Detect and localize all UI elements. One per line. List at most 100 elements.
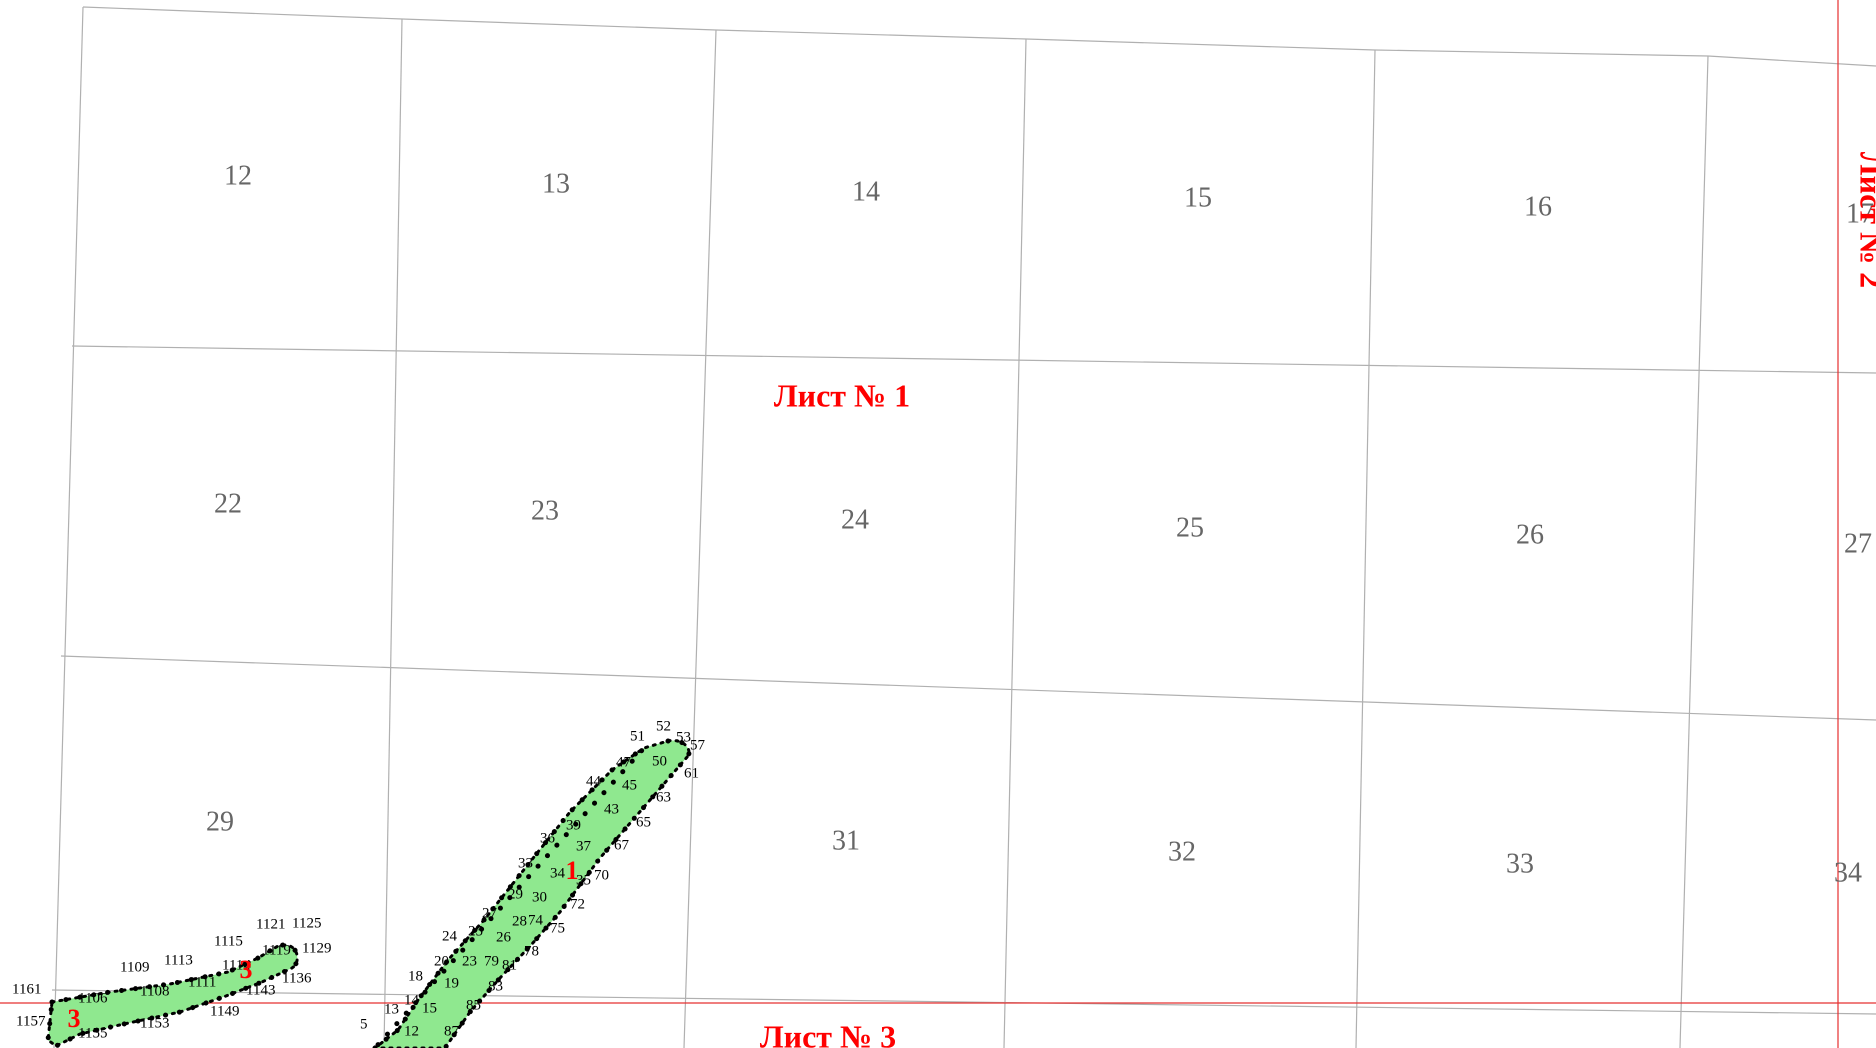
boundary-point-label: 85 xyxy=(466,997,481,1013)
boundary-point-label: 87 xyxy=(444,1023,460,1039)
boundary-point-label: 26 xyxy=(496,929,512,945)
boundary-point-label: 1108 xyxy=(140,983,169,999)
boundary-point-label: 1114 xyxy=(222,957,251,973)
boundary-point-label: 15 xyxy=(422,1000,437,1016)
boundary-point-label: 1119 xyxy=(262,942,291,958)
boundary-point-label: 50 xyxy=(652,753,667,769)
grid-cell-label: 32 xyxy=(1168,836,1196,867)
sheet-label-3: Лист № 3 xyxy=(760,1018,896,1048)
boundary-point-label: 79 xyxy=(484,953,499,969)
grid-line xyxy=(53,6,84,1048)
boundary-point-label: 65 xyxy=(636,814,651,830)
grid-cell-label: 12 xyxy=(224,160,252,191)
boundary-point-label: 1136 xyxy=(282,970,312,986)
boundary-point-label: 53 xyxy=(676,729,691,745)
boundary-point-label: 27 xyxy=(482,905,498,921)
boundary-point-label: 1115 xyxy=(214,933,243,949)
grid-cell-label: 31 xyxy=(832,825,860,856)
boundary-point-label: 14 xyxy=(404,992,420,1008)
grid-cell-label: 29 xyxy=(206,806,234,837)
parcel-1-vertices xyxy=(373,738,692,1048)
boundary-point-label: 23 xyxy=(462,953,477,969)
boundary-point-label: 1109 xyxy=(120,959,149,975)
boundary-point-label: 67 xyxy=(614,837,630,853)
grid-line xyxy=(1355,49,1376,1048)
parcel-label: 3 xyxy=(68,1004,81,1033)
boundary-point-label: 1157 xyxy=(16,1013,46,1029)
boundary-point-label: 29 xyxy=(508,886,523,902)
boundary-point-label: 20 xyxy=(434,953,449,969)
boundary-point-label: 63 xyxy=(656,789,671,805)
boundary-point-label: 1153 xyxy=(140,1015,169,1031)
boundary-point-label: 1149 xyxy=(210,1003,239,1019)
grid-line xyxy=(1707,55,1876,67)
grid-cell-label: 16 xyxy=(1524,191,1552,222)
grid-line xyxy=(1679,55,1709,1048)
boundary-point-label: 35 xyxy=(576,872,591,888)
grid-cell-label: 24 xyxy=(841,504,869,535)
grid-cell-label: 26 xyxy=(1516,519,1544,550)
grid-cell-label: 34 xyxy=(1834,857,1862,888)
boundary-point-label: 1106 xyxy=(78,990,108,1006)
boundary-point-label: 75 xyxy=(550,920,565,936)
parcel-label: 1 xyxy=(566,856,579,885)
boundary-point-label: 72 xyxy=(570,896,585,912)
grid-line xyxy=(715,29,1027,40)
grid-cell-label: 33 xyxy=(1506,848,1534,879)
parcel-3[interactable] xyxy=(46,943,299,1048)
grid-cell-label: 13 xyxy=(542,168,570,199)
grid-cell-label: 17 xyxy=(1846,198,1874,229)
boundary-point-label: 1129 xyxy=(302,940,331,956)
grid-line xyxy=(401,18,717,31)
boundary-point-label: 19 xyxy=(444,975,459,991)
boundary-point-label: 34 xyxy=(550,865,566,881)
parcel-labels: 133 xyxy=(68,856,579,1033)
grid-cell-label: 23 xyxy=(531,495,559,526)
boundary-point-label: 13 xyxy=(384,1001,399,1017)
boundary-point-label: 33 xyxy=(518,855,533,871)
boundary-point-label: 51 xyxy=(630,728,645,744)
grid-line xyxy=(71,345,1876,374)
grid-cell-label: 14 xyxy=(852,176,880,207)
grid-cell-labels: 12 13 14 15 16 17 22 23 24 25 26 27 29 31 32 33 34 xyxy=(206,160,1874,888)
boundary-point-label: 5 xyxy=(360,1016,368,1032)
grid-line xyxy=(82,6,403,20)
boundary-point-label: 1143 xyxy=(246,982,275,998)
boundary-point-label: 78 xyxy=(524,943,539,959)
boundary-point-label: 43 xyxy=(604,801,619,817)
boundary-point-label: 18 xyxy=(408,968,423,984)
boundary-point-label: 36 xyxy=(540,830,556,846)
grid-cell-label: 25 xyxy=(1176,512,1204,543)
boundary-point-label: 57 xyxy=(690,737,706,753)
boundary-point-label: 25 xyxy=(468,923,483,939)
sheet-labels: Лист № 1 Лист № 2 Лист № 3 xyxy=(760,152,1876,1048)
grid-cell-label: 22 xyxy=(214,488,242,519)
boundary-point-label: 1113 xyxy=(164,952,193,968)
boundary-point-label: 45 xyxy=(622,777,637,793)
grid-line xyxy=(1374,49,1709,57)
sheet-label-1: Лист № 1 xyxy=(774,377,910,413)
boundary-point-label: 1111 xyxy=(188,974,216,990)
boundary-point-label: 1125 xyxy=(292,915,321,931)
parcel-label: 3 xyxy=(240,955,253,984)
boundary-point-label: 44 xyxy=(586,773,602,789)
grid-line xyxy=(1003,38,1027,1048)
boundary-point-label: 30 xyxy=(532,889,547,905)
boundary-point-label: 83 xyxy=(488,978,503,994)
boundary-point-label: 28 xyxy=(512,913,527,929)
cadastral-grid xyxy=(51,6,1876,1048)
boundary-point-label: 1121 xyxy=(256,916,285,932)
grid-line xyxy=(51,989,1876,1015)
boundary-point-label: 12 xyxy=(404,1023,419,1039)
boundary-point-label: 81 xyxy=(502,957,517,973)
boundary-point-label: 1161 xyxy=(12,981,41,997)
boundary-point-label: 37 xyxy=(576,838,592,854)
boundary-point-label: 52 xyxy=(656,718,671,734)
sheet-label-2: Лист № 2 xyxy=(1854,152,1876,288)
boundary-point-label: 61 xyxy=(684,765,699,781)
boundary-point-label: 74 xyxy=(528,912,544,928)
grid-line xyxy=(1025,38,1376,51)
grid-cell-label: 15 xyxy=(1184,182,1212,213)
